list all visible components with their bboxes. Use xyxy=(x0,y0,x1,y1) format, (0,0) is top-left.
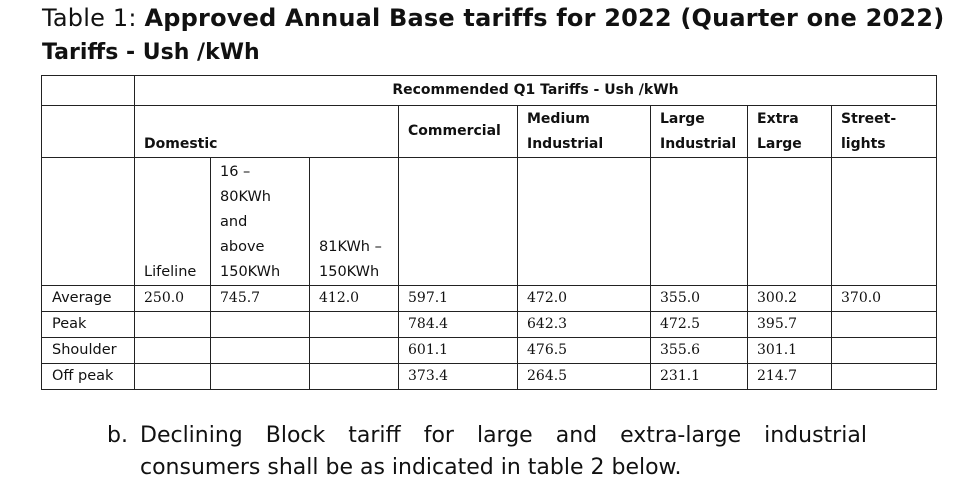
table-title: Approved Annual Base tariffs for 2022 (Q… xyxy=(144,4,945,32)
cell-medium: 476.5 xyxy=(517,337,651,364)
row-label: Shoulder xyxy=(41,337,135,364)
row-label: Average xyxy=(41,285,135,312)
cell-band2 xyxy=(210,311,310,338)
empty-header-cell xyxy=(41,105,135,158)
header-line: Industrial xyxy=(527,136,604,152)
table-caption: Table 1: Approved Annual Base tariffs fo… xyxy=(42,2,944,34)
paragraph-b: b. Declining Block tariff for large and … xyxy=(107,420,867,484)
word: Block xyxy=(265,423,326,448)
word: and xyxy=(555,423,598,448)
band-line: 150KWh xyxy=(319,264,380,280)
word: extra-large xyxy=(620,423,742,448)
header-line: Medium xyxy=(527,111,590,127)
cell-band3 xyxy=(309,337,399,364)
cell-medium: 264.5 xyxy=(517,363,651,390)
row-label: Peak xyxy=(41,311,135,338)
table-row: Shoulder 601.1 476.5 355.6 301.1 xyxy=(41,337,937,364)
paragraph-text: Declining Block tariff for large and ext… xyxy=(140,420,867,484)
table-row: Peak 784.4 642.3 472.5 395.7 xyxy=(41,311,937,338)
corner-cell xyxy=(41,75,135,106)
header-line: lights xyxy=(841,136,886,152)
table-label: Table 1: xyxy=(42,4,137,32)
paragraph-line-2: consumers shall be as indicated in table… xyxy=(140,455,682,480)
cell-commercial: 373.4 xyxy=(398,363,518,390)
paragraph-line-1: Declining Block tariff for large and ext… xyxy=(140,420,867,452)
cell-band2: 745.7 xyxy=(210,285,310,312)
empty-band-cell xyxy=(398,157,518,286)
cell-lifeline xyxy=(134,363,211,390)
empty-band-cell xyxy=(517,157,651,286)
band-lifeline: Lifeline xyxy=(134,157,211,286)
cell-medium: 472.0 xyxy=(517,285,651,312)
header-domestic: Domestic xyxy=(134,105,399,158)
cell-lifeline xyxy=(134,311,211,338)
table-subtitle: Tariffs - Ush /kWh xyxy=(42,40,260,65)
cell-band3 xyxy=(309,311,399,338)
cell-street xyxy=(831,311,937,338)
cell-medium: 642.3 xyxy=(517,311,651,338)
cell-extra: 300.2 xyxy=(747,285,832,312)
header-line: Large xyxy=(660,111,705,127)
word: for xyxy=(423,423,454,448)
band-line: 16 – xyxy=(220,164,251,180)
tariff-table: Recommended Q1 Tariffs - Ush /kWh Domest… xyxy=(41,75,937,390)
cell-commercial: 601.1 xyxy=(398,337,518,364)
cell-street: 370.0 xyxy=(831,285,937,312)
cell-extra: 395.7 xyxy=(747,311,832,338)
word: Declining xyxy=(140,423,243,448)
band-81-150: 81KWh – 150KWh xyxy=(309,157,399,286)
header-line: Extra xyxy=(757,111,799,127)
word: large xyxy=(476,423,533,448)
header-large-industrial: Large Industrial xyxy=(650,105,748,158)
header-commercial: Commercial xyxy=(398,105,518,158)
row-label: Off peak xyxy=(41,363,135,390)
cell-band3: 412.0 xyxy=(309,285,399,312)
group-header: Recommended Q1 Tariffs - Ush /kWh xyxy=(134,75,937,106)
band-16-80: 16 – 80KWh and above 150KWh xyxy=(210,157,310,286)
empty-band-cell xyxy=(831,157,937,286)
table-row: Average 250.0 745.7 412.0 597.1 472.0 35… xyxy=(41,285,937,312)
cell-large: 355.0 xyxy=(650,285,748,312)
header-line: Industrial xyxy=(660,136,737,152)
cell-extra: 214.7 xyxy=(747,363,832,390)
header-line: Large xyxy=(757,136,802,152)
cell-extra: 301.1 xyxy=(747,337,832,364)
cell-large: 231.1 xyxy=(650,363,748,390)
header-line: Street- xyxy=(841,111,897,127)
cell-lifeline: 250.0 xyxy=(134,285,211,312)
cell-street xyxy=(831,337,937,364)
header-street-lights: Street- lights xyxy=(831,105,937,158)
band-line: 81KWh – xyxy=(319,239,382,255)
cell-commercial: 784.4 xyxy=(398,311,518,338)
cell-commercial: 597.1 xyxy=(398,285,518,312)
table-row: Off peak 373.4 264.5 231.1 214.7 xyxy=(41,363,937,390)
empty-band-cell xyxy=(41,157,135,286)
cell-band2 xyxy=(210,337,310,364)
cell-band3 xyxy=(309,363,399,390)
word: industrial xyxy=(764,423,867,448)
band-line: 80KWh xyxy=(220,189,271,205)
cell-large: 472.5 xyxy=(650,311,748,338)
cell-band2 xyxy=(210,363,310,390)
empty-band-cell xyxy=(650,157,748,286)
header-extra-large: Extra Large xyxy=(747,105,832,158)
empty-band-cell xyxy=(747,157,832,286)
list-marker: b. xyxy=(107,423,128,448)
band-line: and xyxy=(220,214,248,230)
band-line: 150KWh xyxy=(220,264,281,280)
header-medium-industrial: Medium Industrial xyxy=(517,105,651,158)
word: tariff xyxy=(348,423,401,448)
cell-large: 355.6 xyxy=(650,337,748,364)
band-line: above xyxy=(220,239,265,255)
cell-lifeline xyxy=(134,337,211,364)
cell-street xyxy=(831,363,937,390)
